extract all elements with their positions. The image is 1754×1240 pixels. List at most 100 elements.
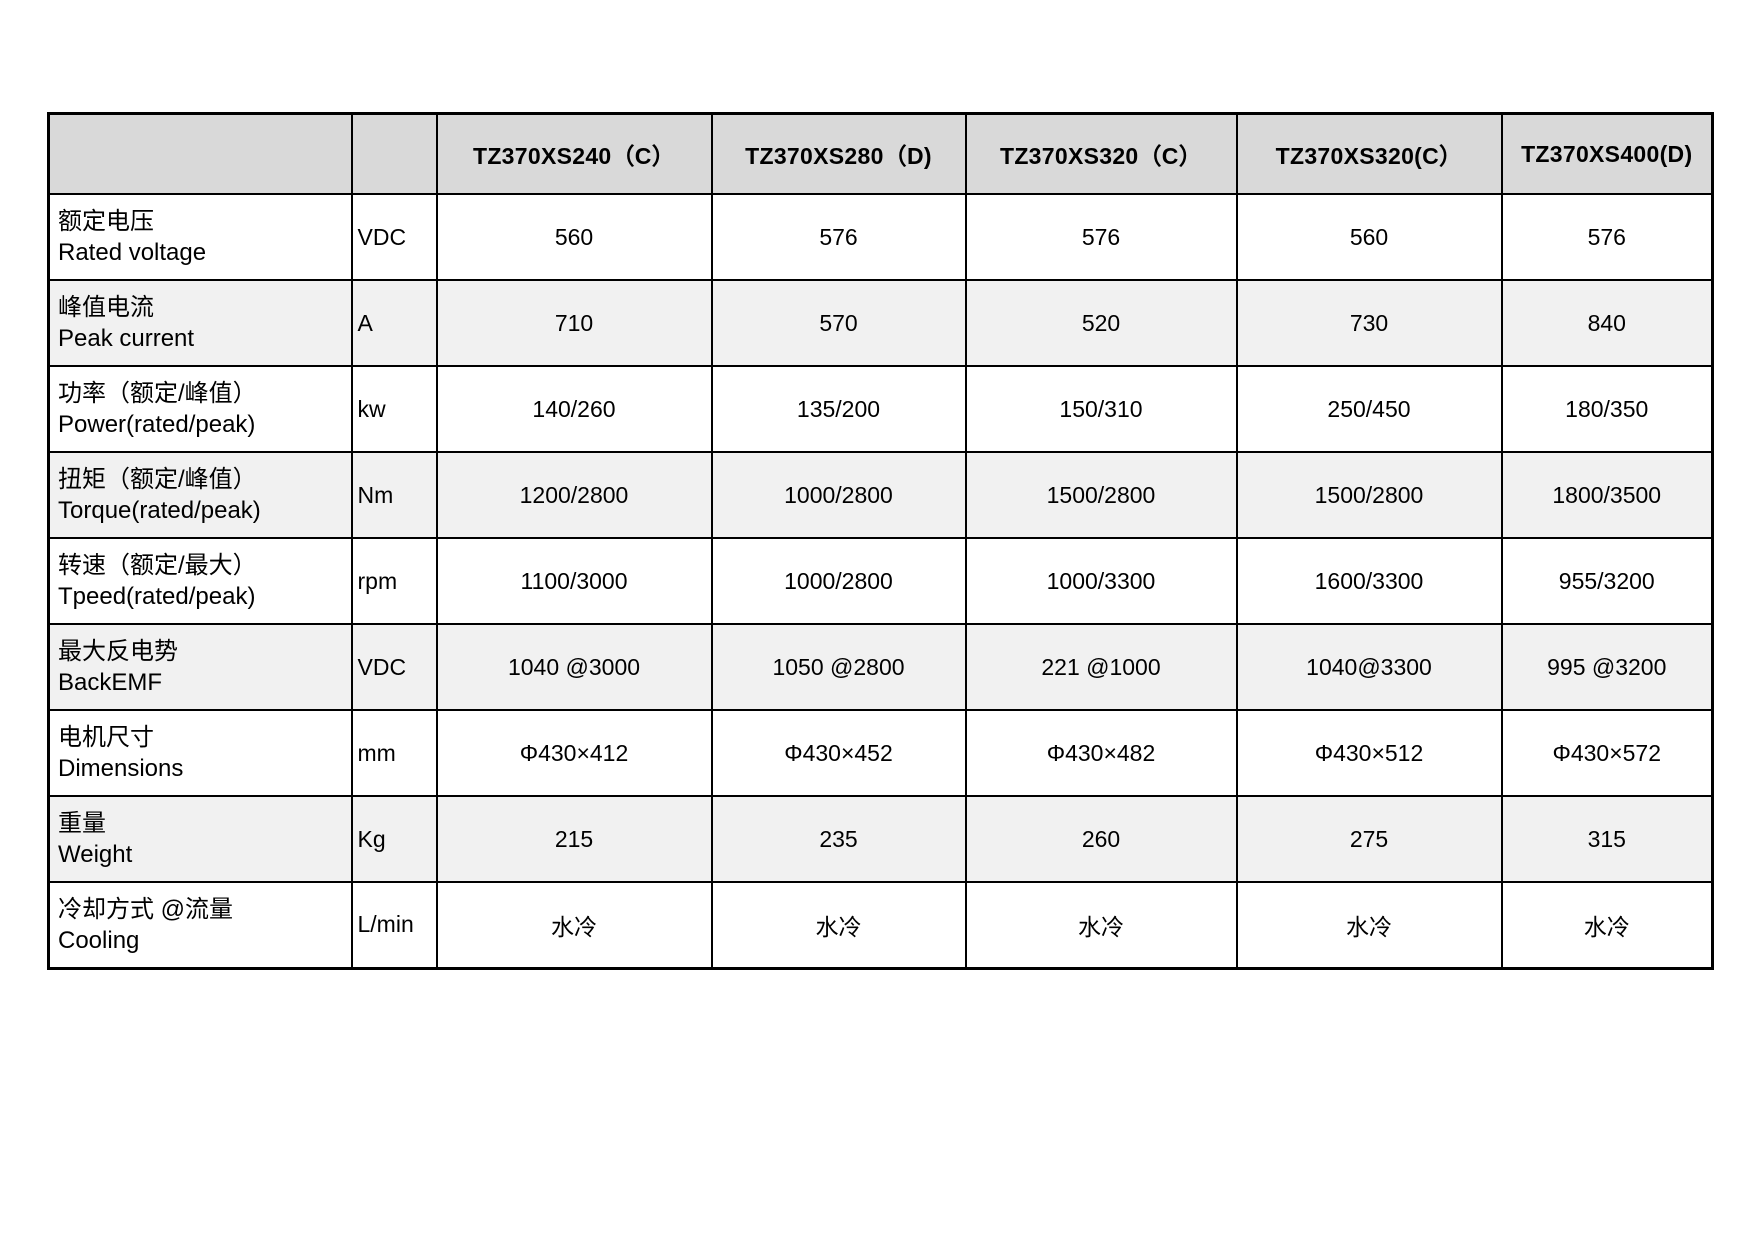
row-label-en: Weight: [58, 841, 133, 868]
row-unit-cell: rpm: [350, 537, 438, 625]
value-cell: 576: [710, 193, 967, 281]
row-label-zh: 峰值电流: [58, 294, 154, 321]
value-cell: 水冷: [435, 881, 713, 969]
table-row: 额定电压 Rated voltage VDC 560 576 576 560 576: [47, 193, 1714, 281]
value-cell: 955/3200: [1500, 537, 1714, 625]
value-cell: 1200/2800: [435, 451, 713, 539]
value-cell: 1000/2800: [710, 451, 967, 539]
value-cell: 1600/3300: [1235, 537, 1503, 625]
value-cell: 150/310: [964, 365, 1238, 453]
table-row: 最大反电势 BackEMF VDC 1040 @3000 1050 @2800 221 @…: [47, 623, 1714, 711]
motor-spec-table: TZ370XS240（C） TZ370XS280（D) TZ370XS320（C） T…: [47, 112, 1714, 970]
header-cell-blank-0: [47, 112, 353, 195]
header-cell-model-1: TZ370XS280（D): [710, 112, 967, 195]
header-cell-model-3: TZ370XS320(C）: [1235, 112, 1503, 195]
row-unit-cell: kw: [350, 365, 438, 453]
value-cell: 215: [435, 795, 713, 883]
table-row: 电机尺寸 Dimensions mm Φ430×412 Φ430×452 Φ430×482…: [47, 709, 1714, 797]
row-label-cell: 功率（额定/峰值） Power(rated/peak): [47, 365, 353, 453]
value-cell: 1000/2800: [710, 537, 967, 625]
table-body: 额定电压 Rated voltage VDC 560 576 576 560 576 峰值电流 P…: [47, 193, 1714, 969]
value-cell: 250/450: [1235, 365, 1503, 453]
row-label-zh: 电机尺寸: [58, 724, 154, 751]
value-cell: Φ430×452: [710, 709, 967, 797]
table-row: 峰值电流 Peak current A 710 570 520 730 840: [47, 279, 1714, 367]
row-unit-cell: A: [350, 279, 438, 367]
value-cell: 180/350: [1500, 365, 1714, 453]
value-cell: 1800/3500: [1500, 451, 1714, 539]
row-label-cell: 额定电压 Rated voltage: [47, 193, 353, 281]
value-cell: 1500/2800: [964, 451, 1238, 539]
row-label-cell: 峰值电流 Peak current: [47, 279, 353, 367]
header-cell-model-2: TZ370XS320（C）: [964, 112, 1238, 195]
header-cell-blank-1: [350, 112, 438, 195]
header-cell-model-4: TZ370XS400(D): [1500, 112, 1714, 195]
row-label-cell: 转速（额定/最大） Tpeed(rated/peak): [47, 537, 353, 625]
row-label-en: Dimensions: [58, 755, 184, 782]
value-cell: 235: [710, 795, 967, 883]
value-cell: 520: [964, 279, 1238, 367]
value-cell: 水冷: [710, 881, 967, 969]
value-cell: 1100/3000: [435, 537, 713, 625]
value-cell: 710: [435, 279, 713, 367]
value-cell: 1050 @2800: [710, 623, 967, 711]
value-cell: Φ430×512: [1235, 709, 1503, 797]
row-label-en: Tpeed(rated/peak): [58, 583, 256, 610]
value-cell: 570: [710, 279, 967, 367]
table-row: 扭矩（额定/峰值） Torque(rated/peak) Nm 1200/2800 10…: [47, 451, 1714, 539]
row-unit-cell: mm: [350, 709, 438, 797]
value-cell: 140/260: [435, 365, 713, 453]
row-label-cell: 最大反电势 BackEMF: [47, 623, 353, 711]
row-unit-cell: Kg: [350, 795, 438, 883]
value-cell: 576: [964, 193, 1238, 281]
row-unit-cell: L/min: [350, 881, 438, 969]
value-cell: 995 @3200: [1500, 623, 1714, 711]
value-cell: 840: [1500, 279, 1714, 367]
row-label-en: Cooling: [58, 926, 140, 954]
value-cell: 水冷: [1235, 881, 1503, 969]
value-cell: 1500/2800: [1235, 451, 1503, 539]
table-row: 冷却方式 @流量 Cooling L/min 水冷 水冷 水冷 水冷 水冷: [47, 881, 1714, 969]
row-label-en: Rated voltage: [58, 239, 207, 266]
value-cell: 水冷: [1500, 881, 1714, 969]
table-row: 功率（额定/峰值） Power(rated/peak) kw 140/260 135/2…: [47, 365, 1714, 453]
value-cell: 315: [1500, 795, 1714, 883]
value-cell: 水冷: [964, 881, 1238, 969]
row-label-zh: 功率（额定/峰值）: [58, 380, 257, 407]
row-unit-cell: VDC: [350, 623, 438, 711]
row-label-zh: 扭矩（额定/峰值）: [58, 466, 257, 493]
row-label-en: Torque(rated/peak): [58, 497, 261, 524]
row-label-zh: 最大反电势: [58, 638, 178, 665]
row-label-zh: 额定电压: [58, 208, 154, 235]
row-label-zh: 重量: [58, 810, 106, 837]
row-label-cell: 扭矩（额定/峰值） Torque(rated/peak): [47, 451, 353, 539]
value-cell: 135/200: [710, 365, 967, 453]
row-label-cell: 冷却方式 @流量 Cooling: [47, 881, 353, 969]
row-label-en: Power(rated/peak): [58, 411, 256, 438]
row-label-zh: 冷却方式 @流量: [58, 895, 234, 923]
value-cell: 275: [1235, 795, 1503, 883]
value-cell: 1040 @3000: [435, 623, 713, 711]
value-cell: Φ430×412: [435, 709, 713, 797]
value-cell: 576: [1500, 193, 1714, 281]
table-header: TZ370XS240（C） TZ370XS280（D) TZ370XS320（C） T…: [47, 112, 1714, 195]
row-label-cell: 重量 Weight: [47, 795, 353, 883]
value-cell: Φ430×572: [1500, 709, 1714, 797]
value-cell: 221 @1000: [964, 623, 1238, 711]
value-cell: 560: [1235, 193, 1503, 281]
row-label-cell: 电机尺寸 Dimensions: [47, 709, 353, 797]
value-cell: 1000/3300: [964, 537, 1238, 625]
value-cell: 1040@3300: [1235, 623, 1503, 711]
row-unit-cell: VDC: [350, 193, 438, 281]
row-label-en: BackEMF: [58, 669, 163, 696]
row-label-zh: 转速（额定/最大）: [58, 552, 257, 579]
table-row: 转速（额定/最大） Tpeed(rated/peak) rpm 1100/3000 10…: [47, 537, 1714, 625]
row-label-en: Peak current: [58, 325, 195, 352]
value-cell: 730: [1235, 279, 1503, 367]
header-row: TZ370XS240（C） TZ370XS280（D) TZ370XS320（C） T…: [47, 112, 1714, 195]
table-row: 重量 Weight Kg 215 235 260 275 315: [47, 795, 1714, 883]
value-cell: 560: [435, 193, 713, 281]
value-cell: Φ430×482: [964, 709, 1238, 797]
value-cell: 260: [964, 795, 1238, 883]
